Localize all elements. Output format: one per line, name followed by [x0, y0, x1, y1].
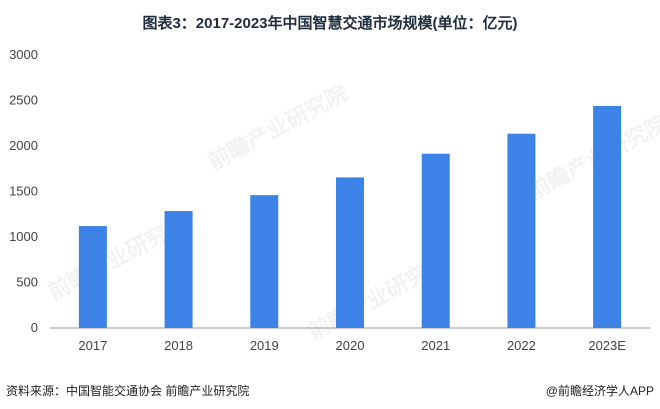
bar-2021 [421, 153, 450, 328]
x-tick-label: 2019 [250, 338, 279, 353]
y-tick-label: 500 [16, 275, 38, 290]
bar-2020 [336, 177, 364, 328]
source-note: 资料来源：中国智能交通协会 前瞻产业研究院 [6, 384, 250, 398]
bar-2023E [593, 105, 622, 329]
x-tick-label: 2022 [507, 338, 536, 353]
y-tick-label: 2000 [9, 138, 38, 153]
bar-2017 [78, 226, 107, 328]
x-tick-label: 2017 [78, 338, 107, 353]
x-tick-label: 2021 [421, 338, 450, 353]
chart-title: 图表3：2017-2023年中国智慧交通市场规模(单位：亿元) [142, 15, 518, 32]
y-tick-label: 1500 [9, 184, 38, 199]
y-tick-label: 1000 [9, 229, 38, 244]
y-tick-label: 3000 [9, 47, 38, 62]
bar-2019 [250, 195, 279, 328]
bar-2018 [164, 211, 193, 328]
bar-chart: 0 500 1000 1500 2000 2500 3000 2017 2018 2019 2020… [9, 47, 650, 353]
bar-2022 [507, 133, 536, 328]
x-tick-label: 2023E [588, 338, 626, 353]
y-tick-label: 0 [31, 320, 38, 335]
credit-note: @前瞻经济学人APP [545, 384, 654, 398]
x-tick-label: 2018 [164, 338, 193, 353]
x-tick-label: 2020 [336, 338, 365, 353]
y-tick-label: 2500 [9, 93, 38, 108]
